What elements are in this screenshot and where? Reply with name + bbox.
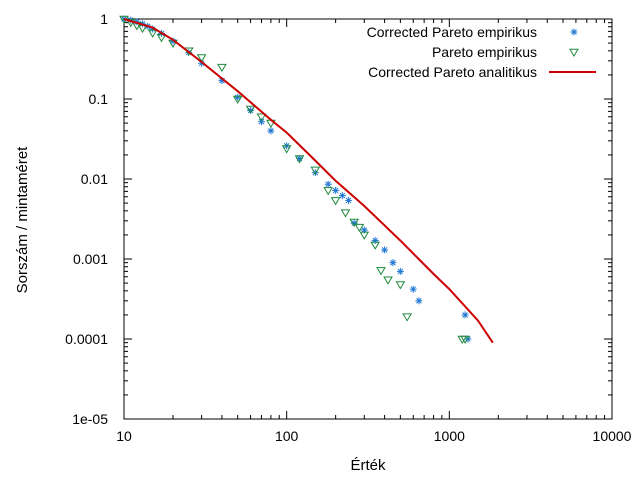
data-point — [359, 231, 370, 240]
data-point — [330, 197, 341, 206]
x-tick-label: 100 — [275, 428, 299, 444]
x-axis-label: Érték — [350, 457, 386, 474]
data-point — [371, 237, 379, 245]
legend-label: Corrected Pareto empirikus — [367, 24, 537, 40]
data-point — [338, 192, 346, 200]
data-point — [396, 267, 404, 275]
series-2 — [119, 15, 470, 344]
data-point — [267, 127, 275, 135]
plot-frame — [123, 18, 613, 420]
data-point — [461, 311, 469, 319]
data-point — [345, 196, 353, 204]
data-point — [323, 187, 334, 196]
data-point — [156, 34, 167, 43]
data-point — [409, 285, 417, 293]
data-point — [460, 335, 470, 344]
x-tick-label: 10000 — [593, 428, 632, 444]
data-point — [340, 209, 351, 218]
data-point — [217, 63, 227, 73]
y-tick-label: 0.1 — [89, 91, 109, 107]
y-tick-label: 0.0001 — [65, 331, 108, 347]
axis-tick-labels: 10 100 1000 10000 1 0.1 0.01 0.001 0.0001 1e-05 — [65, 11, 632, 444]
data-point — [232, 95, 243, 104]
data-point — [415, 297, 423, 305]
axis-ticks — [123, 18, 613, 420]
series-3 — [123, 18, 494, 344]
legend-marker — [570, 28, 578, 36]
data-point — [324, 180, 332, 188]
data-point — [147, 29, 158, 38]
data-point — [196, 54, 207, 63]
data-point — [402, 313, 412, 322]
data-point — [234, 93, 242, 101]
data-point — [281, 145, 292, 154]
y-axis-label: Sorszám / mintaméret — [14, 146, 31, 294]
legend-label: Corrected Pareto analitikus — [368, 64, 537, 80]
data-point — [332, 186, 340, 194]
x-tick-label: 10 — [116, 428, 132, 444]
series-line — [123, 18, 494, 344]
legend: Corrected Pareto empirikus Pareto empirik… — [367, 24, 596, 80]
data-point — [395, 281, 406, 290]
data-point — [376, 267, 386, 276]
y-tick-label: 1 — [100, 11, 108, 27]
series-1 — [120, 15, 472, 343]
y-tick-label: 1e-05 — [72, 411, 108, 427]
data-point — [381, 246, 389, 254]
plot-border — [123, 18, 613, 420]
x-tick-label: 1000 — [434, 428, 465, 444]
data-point — [370, 241, 381, 250]
data-point — [256, 113, 267, 122]
y-tick-label: 0.001 — [73, 251, 108, 267]
data-point — [310, 166, 321, 175]
data-point — [245, 105, 256, 114]
legend-label: Pareto empirikus — [432, 44, 537, 60]
data-point — [383, 276, 393, 285]
data-point — [294, 155, 305, 164]
data-point — [349, 218, 360, 227]
data-point — [389, 259, 397, 267]
data-point — [354, 223, 365, 233]
series-layer — [119, 15, 494, 344]
data-point — [311, 169, 319, 177]
legend-marker — [569, 48, 579, 57]
y-tick-label: 0.01 — [81, 171, 108, 187]
